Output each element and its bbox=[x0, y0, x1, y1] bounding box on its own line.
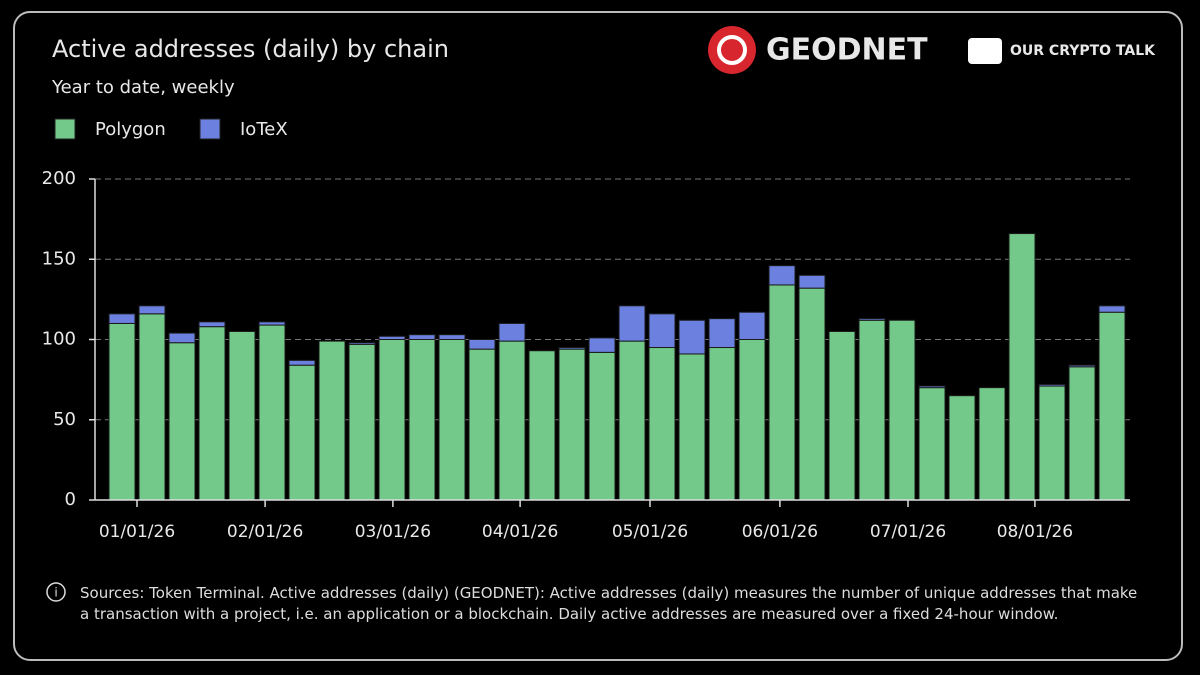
bar-segment bbox=[498, 340, 526, 501]
bar-segment bbox=[108, 313, 136, 324]
bar-segment bbox=[558, 347, 586, 350]
bar-segment bbox=[198, 326, 226, 501]
bar-segment bbox=[168, 342, 196, 501]
legend-swatch bbox=[199, 118, 221, 140]
x-tick-label: 01/01/26 bbox=[99, 522, 175, 542]
bar-segment bbox=[378, 339, 406, 501]
bar-segment bbox=[768, 265, 796, 286]
x-tick-label: 05/01/26 bbox=[612, 522, 688, 542]
y-tick-label: 100 bbox=[42, 329, 76, 350]
bar-segment bbox=[438, 334, 466, 340]
bar-segment bbox=[348, 343, 376, 501]
bar-segment bbox=[708, 347, 736, 501]
bar-segment bbox=[588, 351, 616, 501]
bar-segment bbox=[558, 348, 586, 501]
bar-segment bbox=[1098, 305, 1126, 313]
bar-segment bbox=[528, 350, 556, 501]
bar-segment bbox=[678, 353, 706, 501]
bar-segment bbox=[738, 339, 766, 501]
bar-segment bbox=[108, 322, 136, 501]
bar-segment bbox=[978, 387, 1006, 501]
logo-text: OUR CRYPTO TALK bbox=[1010, 43, 1156, 59]
y-tick-label: 0 bbox=[65, 489, 76, 510]
bar-segment bbox=[288, 364, 316, 501]
bar-segment bbox=[618, 305, 646, 342]
info-icon: i bbox=[54, 586, 57, 600]
bar-segment bbox=[258, 324, 286, 501]
bar-segment bbox=[1038, 383, 1066, 387]
bar-segment bbox=[918, 387, 946, 501]
legend-swatch bbox=[54, 118, 76, 140]
bar-segment bbox=[1038, 385, 1066, 501]
bar-segment bbox=[648, 347, 676, 501]
bar-segment bbox=[918, 385, 946, 389]
y-tick-label: 50 bbox=[53, 409, 76, 430]
bar-segment bbox=[1008, 233, 1036, 501]
bar-segment bbox=[288, 359, 316, 366]
bar-segment bbox=[138, 313, 166, 501]
bar-segment bbox=[168, 332, 196, 344]
x-tick-label: 04/01/26 bbox=[482, 522, 558, 542]
bar-segment bbox=[138, 305, 166, 315]
bar-segment bbox=[348, 342, 376, 345]
bar-segment bbox=[408, 339, 436, 501]
bar-segment bbox=[198, 321, 226, 328]
bar-segment bbox=[468, 348, 496, 501]
bar-segment bbox=[378, 335, 406, 341]
bar-segment bbox=[1068, 364, 1096, 368]
bar-segment bbox=[888, 319, 916, 501]
logo-geodnet: GEODNET bbox=[708, 26, 928, 74]
bar-segment bbox=[858, 319, 886, 501]
legend-label: Polygon bbox=[95, 119, 166, 140]
y-tick-label: 200 bbox=[42, 168, 76, 189]
bar-segment bbox=[768, 284, 796, 501]
x-tick-label: 02/01/26 bbox=[227, 522, 303, 542]
bar-segment bbox=[648, 313, 676, 349]
source-note: Sources: Token Terminal. Active addresse… bbox=[80, 584, 1138, 623]
bar-segment bbox=[498, 322, 526, 342]
bar-segment bbox=[228, 330, 256, 501]
bar-segment bbox=[678, 319, 706, 355]
bar-segment bbox=[618, 340, 646, 501]
bar-segment bbox=[828, 330, 856, 501]
legend-label: IoTeX bbox=[240, 119, 288, 140]
bar-segment bbox=[798, 287, 826, 501]
bar-segment bbox=[468, 339, 496, 350]
x-tick-label: 08/01/26 bbox=[997, 522, 1073, 542]
bar-segment bbox=[1068, 366, 1096, 501]
bar-segment bbox=[588, 337, 616, 353]
x-tick-label: 06/01/26 bbox=[742, 522, 818, 542]
x-tick-label: 03/01/26 bbox=[355, 522, 431, 542]
bar-segment bbox=[438, 339, 466, 501]
y-tick-label: 150 bbox=[42, 248, 76, 269]
bar-segment bbox=[1098, 311, 1126, 501]
bar-segment bbox=[318, 340, 346, 501]
chart-subtitle: Year to date, weekly bbox=[51, 77, 235, 98]
logo-text: GEODNET bbox=[766, 33, 928, 68]
chart-title: Active addresses (daily) by chain bbox=[52, 35, 449, 63]
bar-segment bbox=[738, 311, 766, 340]
bar-segment bbox=[858, 318, 886, 321]
bar-segment bbox=[948, 395, 976, 501]
x-tick-label: 07/01/26 bbox=[870, 522, 946, 542]
bar-segment bbox=[258, 321, 286, 326]
logo-oct: OUR CRYPTO TALK bbox=[968, 38, 1156, 64]
bar-segment bbox=[798, 274, 826, 289]
info-icon bbox=[46, 582, 66, 602]
bar-segment bbox=[408, 334, 436, 340]
bar-segment bbox=[708, 318, 736, 349]
